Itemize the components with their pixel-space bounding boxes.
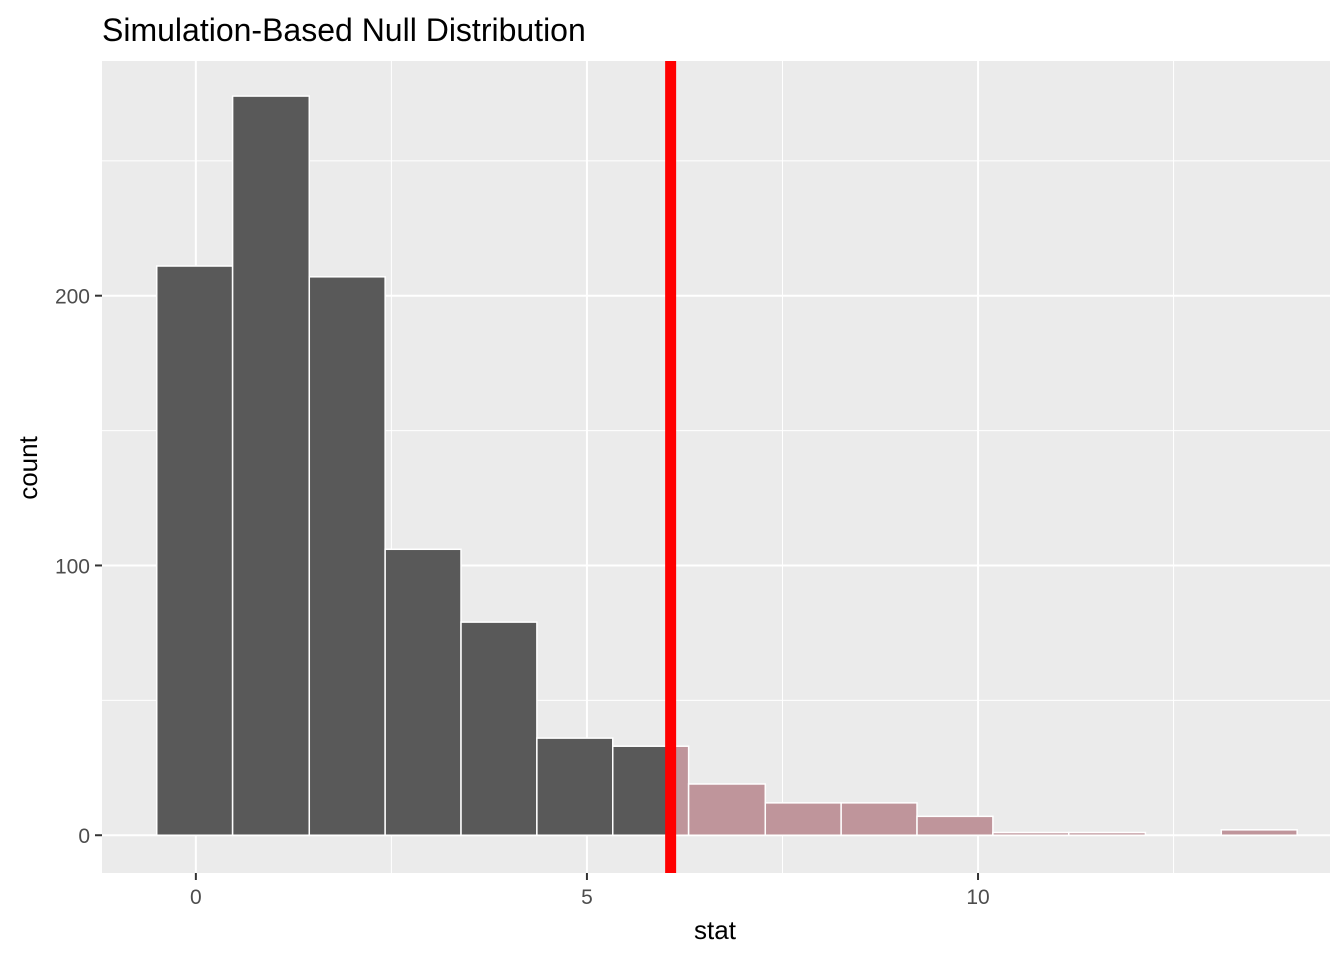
x-axis-title: stat bbox=[694, 915, 737, 945]
y-axis-title: count bbox=[13, 435, 43, 499]
histogram-bar bbox=[156, 265, 234, 836]
histogram-bar bbox=[536, 737, 614, 836]
y-axis-ticks: 0 100 200 bbox=[55, 286, 102, 848]
histogram-bar bbox=[231, 95, 311, 836]
histogram-bar bbox=[460, 621, 538, 836]
x-tick-label: 0 bbox=[190, 886, 202, 909]
histogram-bar bbox=[384, 548, 462, 836]
histogram-bar-shaded bbox=[992, 831, 1070, 836]
histogram-bars bbox=[156, 95, 1298, 836]
histogram-bar-shaded bbox=[687, 783, 767, 836]
histogram-bar bbox=[612, 745, 672, 836]
y-tick-label: 200 bbox=[55, 286, 90, 309]
x-tick-label: 10 bbox=[966, 886, 989, 909]
x-axis-ticks: 0 5 10 bbox=[190, 873, 990, 909]
y-tick-label: 100 bbox=[55, 555, 90, 578]
histogram-bar-shaded bbox=[1220, 829, 1298, 836]
histogram-bar-shaded bbox=[916, 815, 994, 836]
y-tick-label: 0 bbox=[78, 825, 90, 848]
histogram-bar-shaded bbox=[1068, 831, 1147, 836]
x-tick-label: 5 bbox=[581, 886, 593, 909]
chart-title: Simulation-Based Null Distribution bbox=[102, 12, 586, 48]
histogram-bar-shaded bbox=[840, 802, 918, 836]
histogram-bar-shaded bbox=[764, 802, 842, 836]
histogram-bar bbox=[308, 276, 386, 836]
